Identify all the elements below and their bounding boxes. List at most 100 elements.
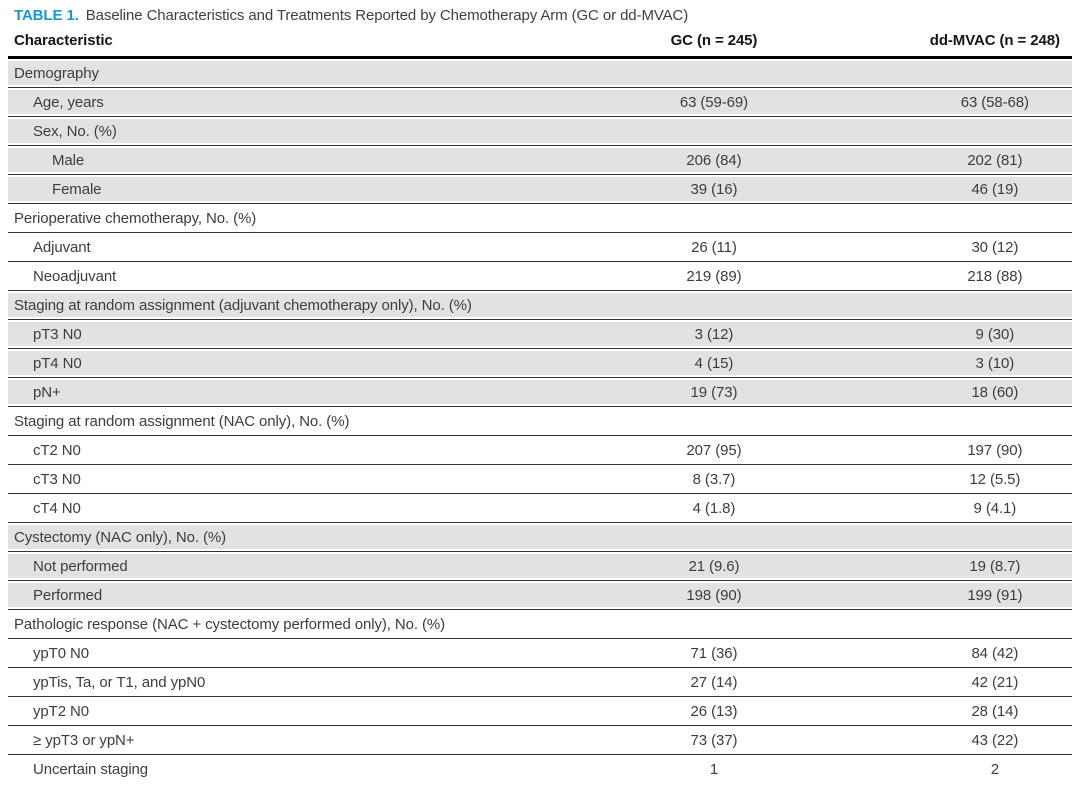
gc-value-cell: 26 (11) [510,232,918,262]
gc-value-cell [510,522,918,552]
characteristic-cell: ypT0 N0 [8,638,511,668]
table-row: pN+ 19 (73) 18 (60) [8,377,1072,407]
table-row: Staging at random assignment (adjuvant c… [8,290,1072,320]
table-figure: TABLE 1. Baseline Characteristics and Tre… [8,5,1072,783]
table-row: Demography [8,57,1072,88]
table-row: Neoadjuvant 219 (89) 218 (88) [8,261,1072,291]
ddmvac-value-cell: 63 (58-68) [917,87,1072,117]
ddmvac-value-cell: 28 (14) [917,696,1072,726]
table-row: Pathologic response (NAC + cystectomy pe… [8,609,1072,639]
table-row: Age, years 63 (59-69) 63 (58-68) [8,87,1072,117]
gc-value-cell: 3 (12) [510,319,918,349]
gc-value-cell: 26 (13) [510,696,918,726]
characteristic-cell: Adjuvant [8,232,511,262]
gc-value-cell: 4 (1.8) [510,493,918,523]
characteristic-cell: pN+ [8,377,511,407]
ddmvac-value-cell: 42 (21) [917,667,1072,697]
ddmvac-value-cell [917,116,1072,146]
table-caption-text: Baseline Characteristics and Treatments … [85,7,689,24]
table-row: Cystectomy (NAC only), No. (%) [8,522,1072,552]
table-row: Perioperative chemotherapy, No. (%) [8,203,1072,233]
characteristic-cell: pT4 N0 [8,348,511,378]
characteristic-cell: Age, years [8,87,511,117]
characteristic-cell: pT3 N0 [8,319,511,349]
gc-value-cell [510,57,918,88]
characteristic-cell: cT4 N0 [8,493,511,523]
table-row: pT4 N0 4 (15) 3 (10) [8,348,1072,378]
column-header-ddmvac: dd-MVAC (n = 248) [917,31,1072,59]
gc-value-cell: 63 (59-69) [510,87,918,117]
characteristic-cell: Uncertain staging [33,760,149,778]
ddmvac-value-cell: 9 (4.1) [917,493,1072,523]
table-row: Staging at random assignment (NAC only),… [8,406,1072,436]
gc-value-cell: 206 (84) [510,145,918,175]
table-row: cT2 N0 207 (95) 197 (90) [8,435,1072,465]
gc-value-cell: 39 (16) [510,174,918,204]
table-row: Male 206 (84) 202 (81) [8,145,1072,175]
table-row: ypT2 N0 26 (13) 28 (14) [8,696,1072,726]
characteristic-cell: Not performed [8,551,511,581]
ddmvac-value-cell: 218 (88) [917,261,1072,291]
table-row: cT3 N0 8 (3.7) 12 (5.5) [8,464,1072,494]
gc-value-cell: 71 (36) [510,638,918,668]
characteristic-cell: ypT2 N0 [8,696,511,726]
characteristic-cell: Female [8,174,511,204]
gc-value-cell: 21 (9.6) [510,551,918,581]
table-caption: TABLE 1. Baseline Characteristics and Tre… [8,5,1072,31]
ddmvac-value-cell: 84 (42) [917,638,1072,668]
characteristic-cell: Perioperative chemotherapy, No. (%) [8,203,511,233]
table-row: Adjuvant 26 (11) 30 (12) [8,232,1072,262]
gc-value-cell [510,406,918,436]
ddmvac-value-cell: 3 (10) [917,348,1072,378]
ddmvac-value-cell [917,609,1072,639]
ddmvac-value-cell: 30 (12) [917,232,1072,262]
ddmvac-value-cell: 9 (30) [917,319,1072,349]
characteristic-cell: Cystectomy (NAC only), No. (%) [8,522,511,552]
table-row: ypTis, Ta, or T1, and ypN0 27 (14) 42 (21) [8,667,1072,697]
characteristic-cell: Demography [8,57,511,88]
gc-value-cell: 19 (73) [510,377,918,407]
gc-value-cell [510,290,918,320]
gc-value-cell: 4 (15) [510,348,918,378]
gc-value-cell: 1 [709,760,719,778]
table-body: Demography Age, years 63 (59-69) 63 (58-68)… [8,57,1072,784]
characteristic-cell: Performed [8,580,511,610]
table-row: Female 39 (16) 46 (19) [8,174,1072,204]
ddmvac-value-cell [917,57,1072,88]
table-row: Not performed 21 (9.6) 19 (8.7) [8,551,1072,581]
baseline-characteristics-table: Characteristic GC (n = 245) dd-MVAC (n =… [8,31,1072,783]
table-row: Sex, No. (%) [8,116,1072,146]
ddmvac-value-cell: 202 (81) [917,145,1072,175]
ddmvac-value-cell: 43 (22) [917,725,1072,755]
characteristic-cell: Staging at random assignment (adjuvant c… [8,290,511,320]
ddmvac-value-cell: 197 (90) [917,435,1072,465]
gc-value-cell [510,609,918,639]
ddmvac-value-cell: 2 [990,760,999,778]
characteristic-cell: Staging at random assignment (NAC only),… [8,406,511,436]
column-header-characteristic: Characteristic [8,31,511,59]
gc-value-cell: 73 (37) [510,725,918,755]
characteristic-cell: ≥ ypT3 or ypN+ [8,725,511,755]
characteristic-cell: Pathologic response (NAC + cystectomy pe… [8,609,511,639]
ddmvac-value-cell [917,522,1072,552]
table-row: ypT0 N0 71 (36) 84 (42) [8,638,1072,668]
characteristic-cell: ypTis, Ta, or T1, and ypN0 [8,667,511,697]
characteristic-cell: Sex, No. (%) [8,116,511,146]
gc-value-cell: 198 (90) [510,580,918,610]
ddmvac-value-cell: 46 (19) [917,174,1072,204]
table-row: ≥ ypT3 or ypN+ 73 (37) 43 (22) [8,725,1072,755]
table-header-row: Characteristic GC (n = 245) dd-MVAC (n =… [8,31,1072,59]
characteristic-cell: Neoadjuvant [8,261,511,291]
table-caption-label: TABLE 1. [14,7,79,24]
table-row: pT3 N0 3 (12) 9 (30) [8,319,1072,349]
gc-value-cell: 207 (95) [510,435,918,465]
gc-value-cell [510,203,918,233]
table-row: Uncertain staging 1 2 [8,755,1072,784]
ddmvac-value-cell [917,406,1072,436]
gc-value-cell: 219 (89) [510,261,918,291]
table-row: Performed 198 (90) 199 (91) [8,580,1072,610]
column-header-gc: GC (n = 245) [510,31,918,59]
gc-value-cell: 27 (14) [510,667,918,697]
gc-value-cell: 8 (3.7) [510,464,918,494]
ddmvac-value-cell: 199 (91) [917,580,1072,610]
